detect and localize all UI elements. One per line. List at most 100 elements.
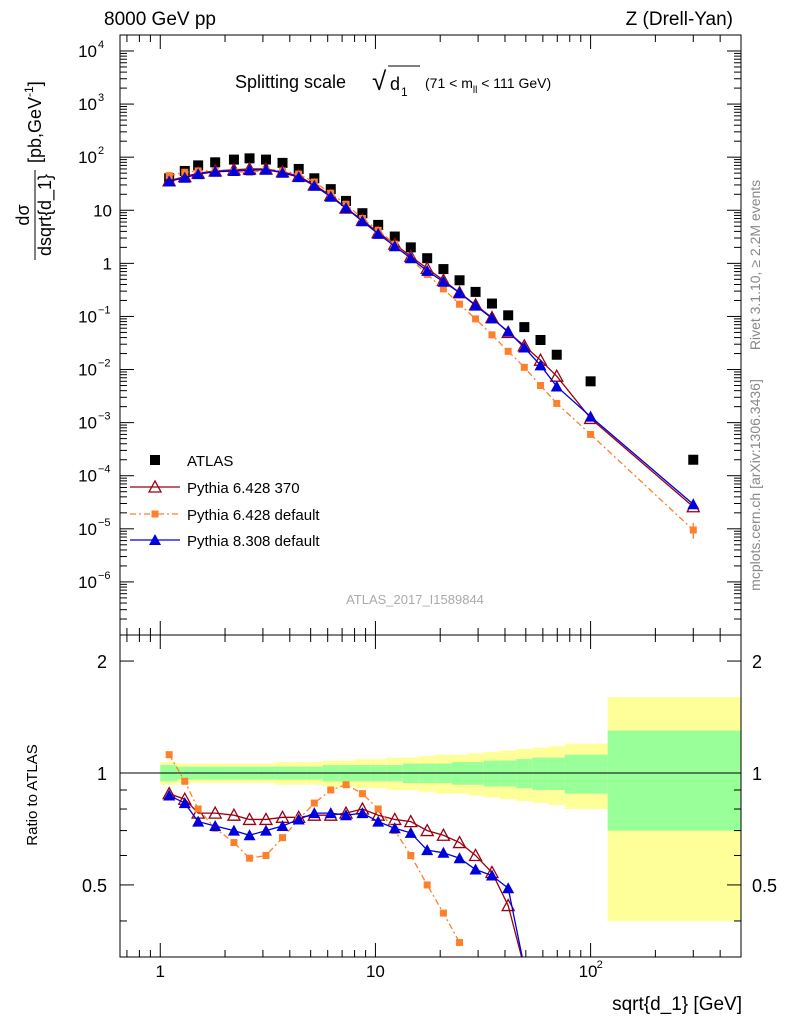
y-tick-label-exp: 4 — [98, 39, 104, 51]
y-tick-label-exp: −5 — [98, 517, 111, 529]
mcplots-label: mcplots.cern.ch [arXiv:1306.3436] — [747, 379, 763, 591]
ratio-point-pythia-8-308-default — [259, 824, 272, 836]
ratio-point-pythia-6-428-370 — [208, 805, 223, 819]
ratio-point-pythia-6-428-default — [194, 805, 202, 813]
data-point-atlas — [373, 219, 384, 230]
sqrt-symbol: √ — [372, 66, 387, 96]
ratio-point-pythia-8-308-default — [388, 822, 401, 834]
ratio-point-pythia-6-428-default — [374, 805, 382, 813]
ratio-point-pythia-8-308-default — [308, 807, 321, 819]
data-point-pythia-8-308-default — [259, 163, 272, 175]
ratio-y-tick-label-right: 1 — [752, 764, 762, 784]
main-series-group — [162, 153, 701, 539]
data-point-atlas — [688, 454, 699, 465]
data-point-atlas — [244, 153, 255, 164]
ratio-point-pythia-8-308-default — [276, 820, 289, 832]
ratio-y-tick-label: 0.5 — [82, 876, 107, 896]
data-point-pythia-8-308-default — [453, 286, 466, 298]
legend-label-pythia-6-428-370: Pythia 6.428 370 — [187, 480, 300, 497]
series-line-pythia-8-308-default — [169, 169, 694, 505]
data-point-pythia-8-308-default — [276, 166, 289, 178]
ratio-point-pythia-6-428-default — [310, 799, 318, 807]
data-point-pythia-6-428-default — [536, 382, 544, 390]
band-inner — [564, 754, 608, 794]
data-point-atlas — [438, 264, 449, 275]
ratio-point-pythia-6-428-default — [262, 851, 270, 859]
data-point-pythia-8-308-default — [356, 215, 369, 227]
x-tick-label-exp: 2 — [597, 959, 603, 971]
y-tick-label: 10 — [78, 95, 97, 114]
ratio-point-pythia-8-308-default — [485, 869, 498, 881]
ratio-point-pythia-8-308-default — [356, 807, 369, 819]
data-point-pythia-6-428-default — [553, 399, 561, 407]
plot-title: Splitting scale — [235, 72, 346, 92]
data-point-pythia-6-428-default — [456, 300, 464, 308]
process-label: Z (Drell-Yan) — [626, 9, 733, 30]
data-point-atlas — [210, 157, 221, 168]
data-point-pythia-8-308-default — [584, 410, 597, 422]
data-point-pythia-8-308-default — [292, 171, 305, 183]
data-point-pythia-8-308-default — [388, 240, 401, 252]
y-tick-label: 10 — [78, 361, 97, 380]
ratio-point-pythia-6-428-default — [423, 881, 431, 889]
data-point-pythia-8-308-default — [518, 341, 531, 353]
data-point-pythia-8-308-default — [324, 190, 337, 202]
ratio-series-group — [162, 751, 523, 957]
ratio-y-tick-label: 1 — [97, 764, 107, 784]
ratio-point-pythia-8-308-default — [502, 882, 515, 894]
data-point-pythia-6-428-default — [520, 363, 528, 371]
title-range: (71 < mll < 111 GeV) — [425, 75, 551, 96]
ratio-point-pythia-8-308-default — [243, 829, 256, 841]
data-point-atlas — [519, 322, 530, 333]
data-point-atlas — [503, 310, 514, 321]
y-tick-label: 10 — [78, 307, 97, 326]
data-point-atlas — [551, 349, 562, 360]
ratio-point-pythia-8-308-default — [404, 826, 417, 838]
y-tick-label: 10 — [78, 467, 97, 486]
legend-label-pythia-8-308-default: Pythia 8.308 default — [187, 533, 320, 550]
data-point-atlas — [389, 231, 400, 242]
ratio-point-pythia-6-428-370 — [452, 835, 467, 849]
data-point-atlas — [277, 157, 288, 168]
ratio-point-pythia-8-308-default — [192, 815, 205, 827]
ratio-point-pythia-6-428-default — [456, 939, 464, 947]
ratio-point-pythia-6-428-370 — [226, 807, 242, 821]
ratio-point-pythia-8-308-default — [469, 863, 482, 875]
energy-label: 8000 GeV pp — [104, 9, 216, 30]
data-point-pythia-8-308-default — [192, 168, 205, 180]
y-tick-label-exp: −1 — [98, 304, 111, 316]
y-tick-label: 10 — [93, 201, 112, 220]
data-point-atlas — [422, 253, 433, 264]
analysis-watermark: ATLAS_2017_I1589844 — [346, 592, 484, 607]
band-inner — [532, 757, 549, 791]
y-tick-label-exp: 3 — [98, 92, 104, 104]
band-inner — [516, 759, 533, 789]
x-axis-label: sqrt{d_1} [GeV] — [612, 994, 742, 1015]
ratio-line-pythia-8-308-default — [168, 794, 523, 957]
band-inner — [483, 760, 500, 787]
rivet-version-label: Rivet 3.1.10, ≥ 2.2M events — [747, 180, 763, 350]
band-inner — [499, 760, 517, 787]
ratio-point-pythia-8-308-default — [453, 852, 466, 864]
ratio-point-pythia-8-308-default — [178, 797, 191, 809]
ratio-point-pythia-6-428-default — [358, 790, 366, 798]
data-point-atlas — [260, 154, 271, 165]
data-point-pythia-8-308-default — [437, 275, 450, 287]
data-point-pythia-8-308-default — [243, 164, 256, 176]
ratio-y-tick-label-right: 2 — [752, 652, 762, 672]
ratio-point-pythia-6-428-default — [327, 786, 335, 794]
data-point-atlas — [228, 154, 239, 165]
y-tick-label-exp: 2 — [98, 145, 104, 157]
data-point-pythia-8-308-default — [340, 202, 353, 214]
data-point-pythia-8-308-default — [687, 498, 700, 510]
data-point-pythia-8-308-default — [421, 264, 434, 276]
y-tick-label: 10 — [78, 42, 97, 61]
title-d-subscript: 1 — [401, 85, 408, 99]
legend-marker-pythia-6-428-370 — [147, 479, 163, 493]
ratio-point-pythia-8-308-default — [227, 824, 240, 836]
title-d: d — [390, 74, 400, 94]
ratio-point-pythia-6-428-default — [230, 839, 238, 847]
title-main: Splitting scale — [235, 72, 346, 92]
data-point-atlas — [405, 242, 416, 253]
data-point-atlas — [193, 160, 204, 171]
